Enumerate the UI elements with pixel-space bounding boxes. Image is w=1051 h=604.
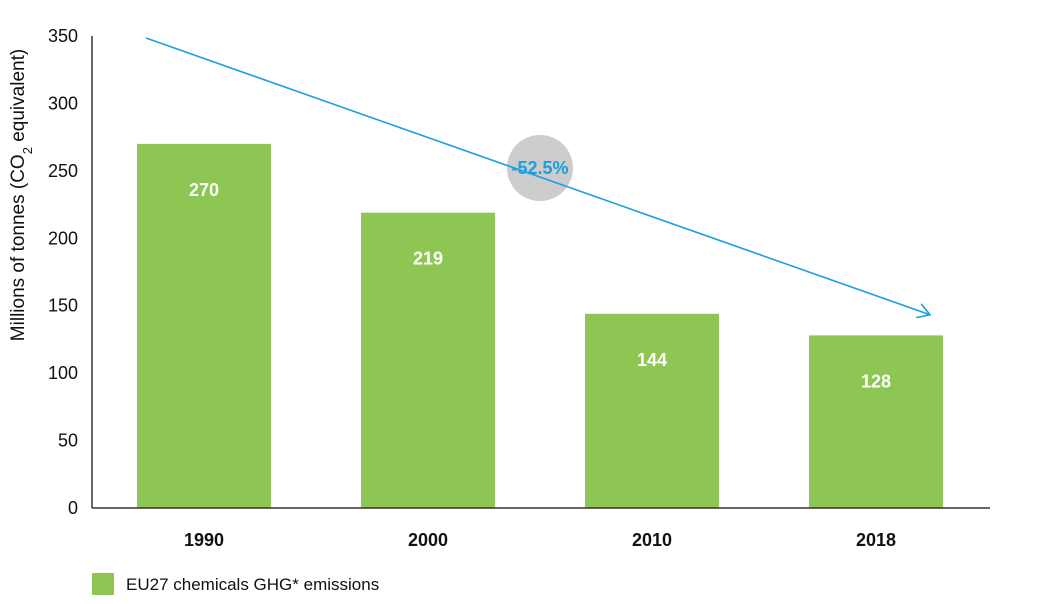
- y-tick-label-150: 150: [48, 296, 78, 316]
- trend-bubble: [507, 135, 573, 201]
- x-tick-label-2018: 2018: [856, 530, 896, 550]
- y-tick-label-250: 250: [48, 161, 78, 181]
- bar-2010: [585, 313, 719, 508]
- y-tick-label-50: 50: [58, 431, 78, 451]
- y-axis-ticks: 0 50 100 150 200 250 300 350: [48, 26, 78, 518]
- y-tick-label-0: 0: [68, 498, 78, 518]
- bar-2018: [809, 335, 943, 508]
- x-tick-label-2000: 2000: [408, 530, 448, 550]
- legend: EU27 chemicals GHG* emissions: [92, 573, 379, 595]
- trend-arrow: [145, 37, 931, 316]
- trend-percent-label: -52.5%: [511, 158, 568, 178]
- y-axis-label: Millions of tonnes (CO2 equivalent): [8, 49, 35, 341]
- y-tick-label-200: 200: [48, 228, 78, 248]
- y-tick-label-300: 300: [48, 93, 78, 113]
- bar-2000: [361, 212, 495, 509]
- trend-annotation: -52.5%: [145, 37, 932, 319]
- legend-label: EU27 chemicals GHG* emissions: [126, 575, 379, 594]
- x-tick-label-2010: 2010: [632, 530, 672, 550]
- bar-label-2010: 144: [637, 350, 667, 370]
- y-axis-title: Millions of tonnes (CO2 equivalent): [8, 49, 35, 341]
- x-tick-label-1990: 1990: [184, 530, 224, 550]
- bar-label-2018: 128: [861, 371, 891, 391]
- bar-label-1990: 270: [189, 180, 219, 200]
- legend-swatch: [92, 573, 114, 595]
- y-tick-label-350: 350: [48, 26, 78, 46]
- bars: [137, 143, 943, 509]
- bar-1990: [137, 143, 271, 508]
- bar-value-labels: 270 219 144 128: [189, 180, 891, 391]
- bar-label-2000: 219: [413, 249, 443, 269]
- y-tick-label-100: 100: [48, 363, 78, 383]
- trend-arrowhead-icon: [916, 303, 932, 319]
- x-axis-ticks: 1990 2000 2010 2018: [184, 530, 896, 550]
